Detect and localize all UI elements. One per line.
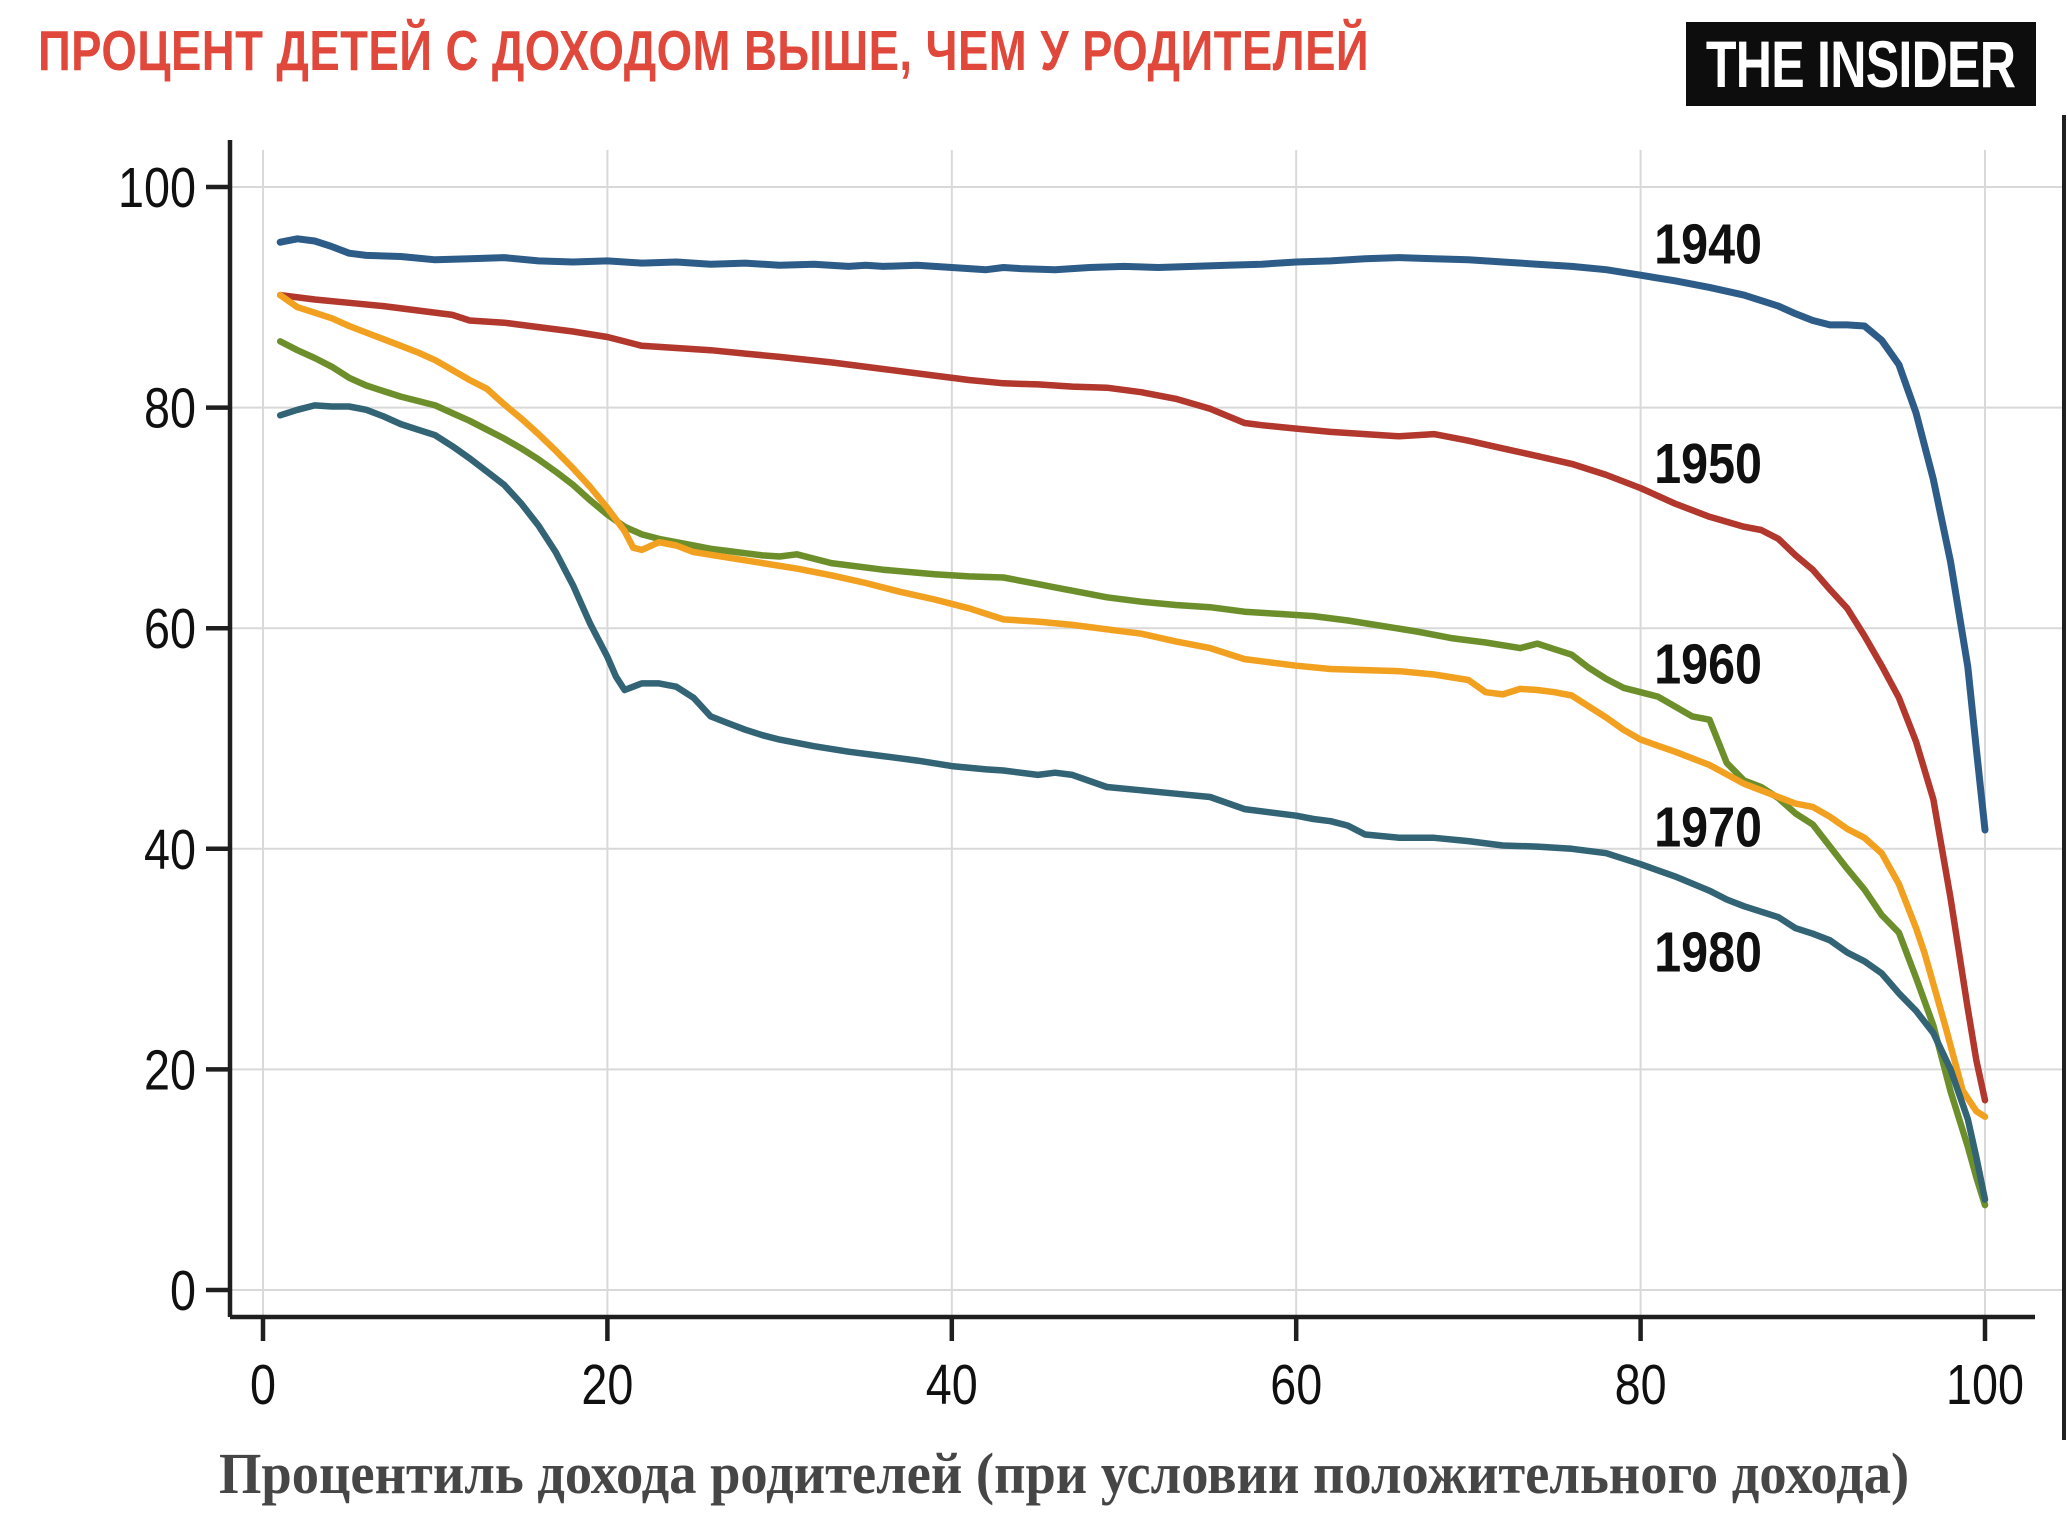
tick-label-y-60: 60 [144, 598, 196, 661]
series-label-1980: 1980 [1654, 921, 1762, 985]
x-axis-caption: Процентиль дохода родителей (при условии… [219, 1441, 1910, 1506]
series-label-1950: 1950 [1654, 432, 1762, 496]
tick-label-x-60: 60 [1270, 1354, 1322, 1417]
series-label-1940: 1940 [1654, 213, 1762, 277]
tick-label-y-40: 40 [144, 818, 196, 881]
series-line-1940 [276, 235, 1989, 834]
series-line-1980 [276, 402, 1989, 1203]
tick-label-x-0: 0 [250, 1354, 276, 1417]
series-label-1970: 1970 [1654, 796, 1762, 860]
the-insider-logo: THE INSIDER [1686, 22, 2036, 106]
series-line-1950 [276, 291, 1989, 1104]
series-label-1960: 1960 [1654, 633, 1762, 697]
tick-label-y-80: 80 [144, 377, 196, 440]
tick-label-x-40: 40 [926, 1354, 978, 1417]
chart-title: ПРОЦЕНТ ДЕТЕЙ С ДОХОДОМ ВЫШЕ, ЧЕМ У РОДИ… [38, 19, 1370, 83]
tick-label-x-20: 20 [581, 1354, 633, 1417]
tick-label-x-80: 80 [1615, 1354, 1667, 1417]
tick-label-y-100: 100 [118, 157, 196, 220]
logo-text: THE INSIDER [1706, 27, 2016, 101]
tick-label-y-20: 20 [144, 1039, 196, 1102]
series-line-1970 [276, 291, 1989, 1121]
tick-label-y-0: 0 [170, 1260, 196, 1323]
tick-label-x-100: 100 [1946, 1354, 2024, 1417]
